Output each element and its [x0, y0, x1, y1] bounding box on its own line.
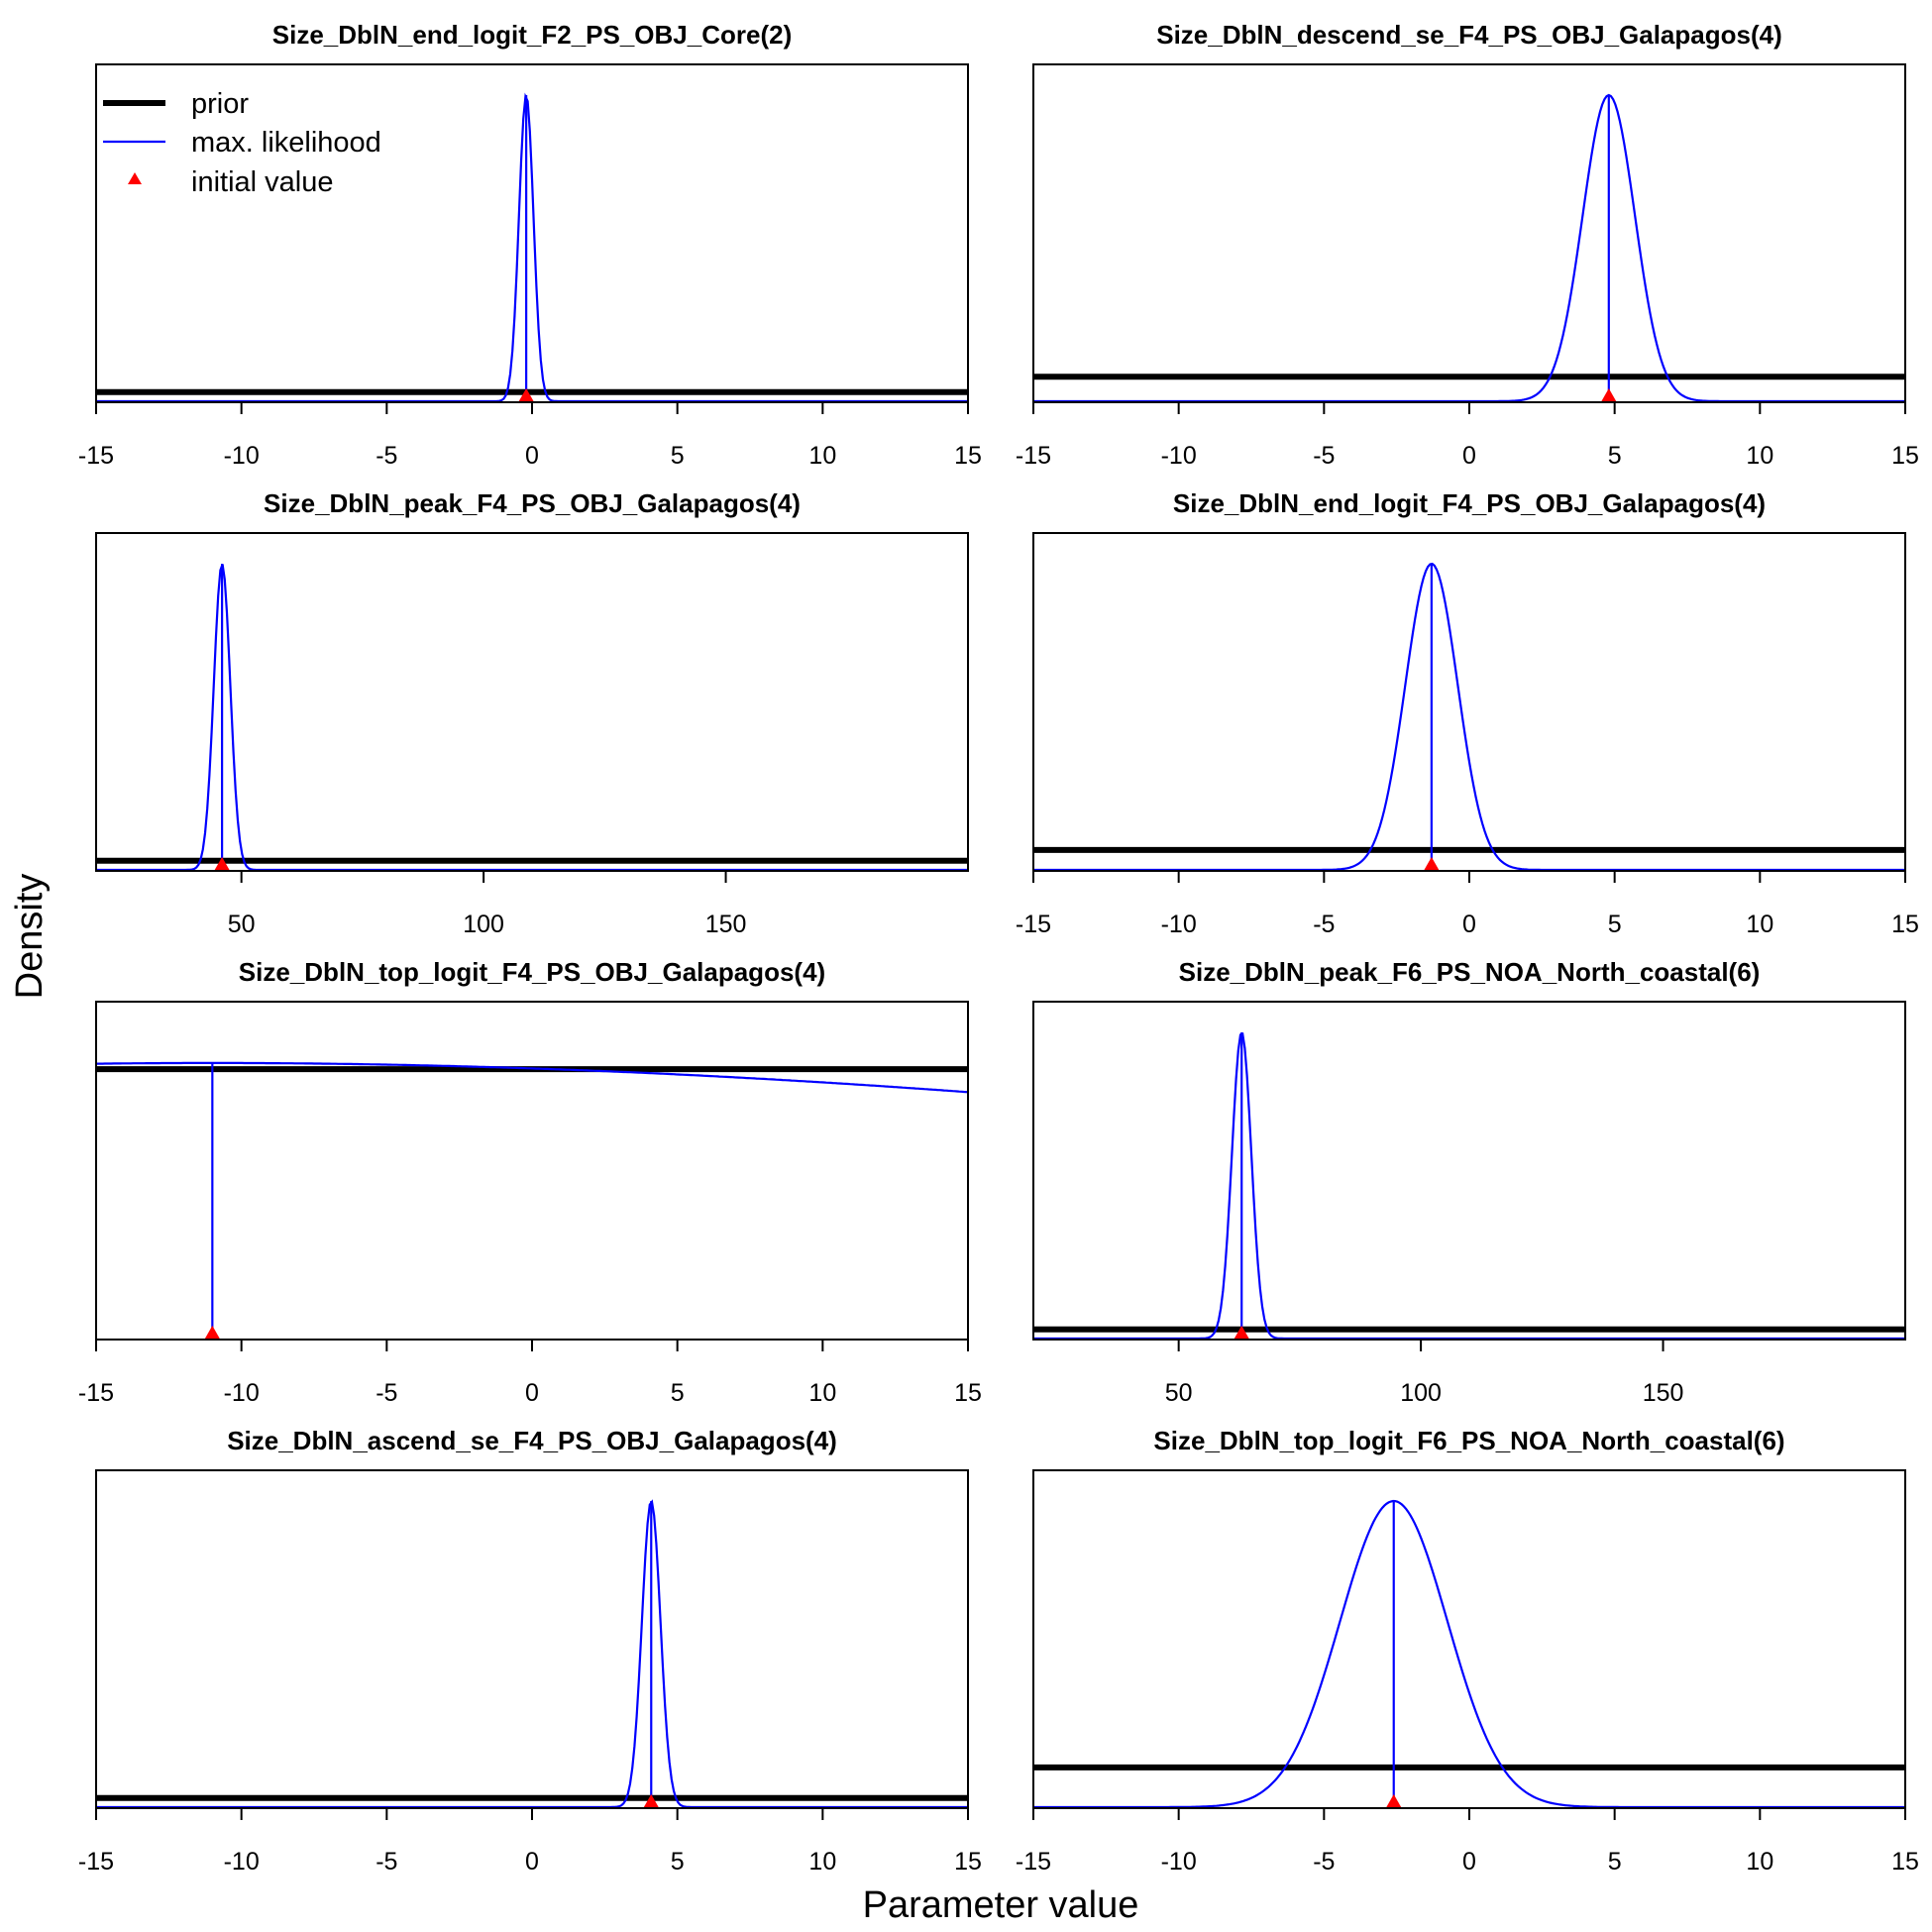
x-tick-label: -10 — [224, 442, 260, 470]
panel-title: Size_DblN_peak_F4_PS_OBJ_Galapagos(4) — [264, 488, 801, 518]
x-tick-label: 10 — [808, 1379, 836, 1407]
x-tick-label: -15 — [1016, 1848, 1051, 1876]
initial-value-marker — [1385, 1794, 1402, 1808]
x-tick-label: -15 — [78, 1379, 114, 1407]
x-tick-label: 10 — [808, 442, 836, 470]
x-tick-label: 100 — [1400, 1379, 1442, 1407]
initial-value-marker — [1423, 857, 1440, 871]
x-tick-label: 15 — [954, 1379, 982, 1407]
likelihood-curve — [1033, 1031, 1905, 1340]
plot-frame — [95, 532, 969, 872]
panels-group: Size_DblN_end_logit_F2_PS_OBJ_Core(2) -15… — [78, 20, 1919, 1876]
likelihood-curve — [96, 1499, 968, 1808]
likelihood-curve — [1033, 1499, 1905, 1808]
panel-1: Size_DblN_end_logit_F2_PS_OBJ_Core(2) -15… — [78, 20, 982, 470]
initial-value-marker — [1234, 1326, 1250, 1340]
initial-value-marker — [204, 1326, 221, 1340]
x-tick-label: 0 — [525, 1848, 539, 1876]
initial-value-marker — [214, 857, 231, 871]
likelihood-curve — [1033, 562, 1905, 871]
x-tick-label: 5 — [671, 442, 685, 470]
panel-title: Size_DblN_end_logit_F2_PS_OBJ_Core(2) — [272, 20, 793, 50]
x-tick-label: 15 — [954, 442, 982, 470]
x-tick-label: -5 — [376, 1848, 397, 1876]
panel-title: Size_DblN_top_logit_F4_PS_OBJ_Galapagos(… — [239, 957, 825, 987]
x-tick-label: 0 — [1462, 911, 1476, 938]
x-tick-label: -10 — [224, 1379, 260, 1407]
plot-frame — [95, 1469, 969, 1809]
panel-title: Size_DblN_end_logit_F4_PS_OBJ_Galapagos(… — [1173, 488, 1766, 518]
x-tick-label: 5 — [671, 1379, 685, 1407]
panel-4: Size_DblN_end_logit_F4_PS_OBJ_Galapagos(… — [1016, 488, 1919, 938]
plot-frame — [1032, 1469, 1906, 1809]
x-tick-label: -5 — [376, 442, 397, 470]
x-tick-label: 10 — [1746, 1848, 1773, 1876]
x-tick-label: 0 — [525, 1379, 539, 1407]
x-tick-label: -10 — [1161, 442, 1197, 470]
x-tick-label: 0 — [525, 442, 539, 470]
x-tick-label: 150 — [705, 911, 747, 938]
x-tick-label: 5 — [1608, 911, 1622, 938]
x-tick-label: -15 — [78, 442, 114, 470]
x-tick-label: 10 — [1746, 911, 1773, 938]
legend-likelihood-label: max. likelihood — [191, 127, 381, 159]
x-tick-label: 15 — [1891, 442, 1919, 470]
panel-7: Size_DblN_ascend_se_F4_PS_OBJ_Galapagos(… — [78, 1426, 982, 1876]
panel-title: Size_DblN_peak_F6_PS_NOA_North_coastal(6… — [1179, 957, 1761, 987]
legend-prior-label: prior — [191, 88, 249, 120]
x-tick-label: 0 — [1462, 1848, 1476, 1876]
legend: prior max. likelihood initial value — [103, 88, 381, 198]
panel-8: Size_DblN_top_logit_F6_PS_NOA_North_coas… — [1016, 1426, 1919, 1876]
legend-initial-label: initial value — [191, 166, 333, 198]
plot-frame — [1032, 1001, 1906, 1341]
x-tick-label: 15 — [1891, 911, 1919, 938]
legend-initial-swatch — [128, 172, 142, 184]
x-tick-label: -10 — [1161, 1848, 1197, 1876]
plot-frame — [1032, 63, 1906, 403]
panel-5: Size_DblN_top_logit_F4_PS_OBJ_Galapagos(… — [78, 957, 982, 1407]
plot-frame — [95, 1001, 969, 1341]
x-tick-label: -5 — [1313, 1848, 1335, 1876]
x-tick-label: -10 — [224, 1848, 260, 1876]
panel-6: Size_DblN_peak_F6_PS_NOA_North_coastal(6… — [1032, 957, 1906, 1407]
x-tick-label: -5 — [1313, 911, 1335, 938]
x-tick-label: 100 — [463, 911, 504, 938]
likelihood-curve — [96, 1061, 968, 1094]
x-tick-label: -15 — [1016, 911, 1051, 938]
x-tick-label: 15 — [954, 1848, 982, 1876]
initial-value-marker — [518, 388, 535, 402]
likelihood-curve — [96, 564, 968, 871]
x-tick-label: 5 — [1608, 442, 1622, 470]
x-tick-label: -5 — [376, 1379, 397, 1407]
x-tick-label: 5 — [671, 1848, 685, 1876]
x-axis-label: Parameter value — [863, 1884, 1139, 1926]
panel-3: Size_DblN_peak_F4_PS_OBJ_Galapagos(4) 50 1… — [95, 488, 969, 938]
likelihood-curve — [1033, 93, 1905, 402]
x-tick-label: -5 — [1313, 442, 1335, 470]
x-tick-label: 50 — [228, 911, 256, 938]
x-tick-label: 5 — [1608, 1848, 1622, 1876]
x-tick-label: 10 — [808, 1848, 836, 1876]
x-tick-label: -10 — [1161, 911, 1197, 938]
x-tick-label: 150 — [1643, 1379, 1684, 1407]
x-tick-label: 15 — [1891, 1848, 1919, 1876]
panel-title: Size_DblN_top_logit_F6_PS_NOA_North_coas… — [1153, 1426, 1784, 1455]
initial-value-marker — [643, 1794, 660, 1808]
plot-frame — [1032, 532, 1906, 872]
x-tick-label: -15 — [78, 1848, 114, 1876]
y-axis-label: Density — [9, 874, 51, 1000]
x-tick-label: -15 — [1016, 442, 1051, 470]
panel-title: Size_DblN_descend_se_F4_PS_OBJ_Galapagos… — [1156, 20, 1782, 50]
initial-value-marker — [1600, 388, 1617, 402]
panel-title: Size_DblN_ascend_se_F4_PS_OBJ_Galapagos(… — [227, 1426, 837, 1455]
x-tick-label: 10 — [1746, 442, 1773, 470]
x-tick-label: 50 — [1165, 1379, 1193, 1407]
panel-2: Size_DblN_descend_se_F4_PS_OBJ_Galapagos… — [1016, 20, 1919, 470]
x-tick-label: 0 — [1462, 442, 1476, 470]
